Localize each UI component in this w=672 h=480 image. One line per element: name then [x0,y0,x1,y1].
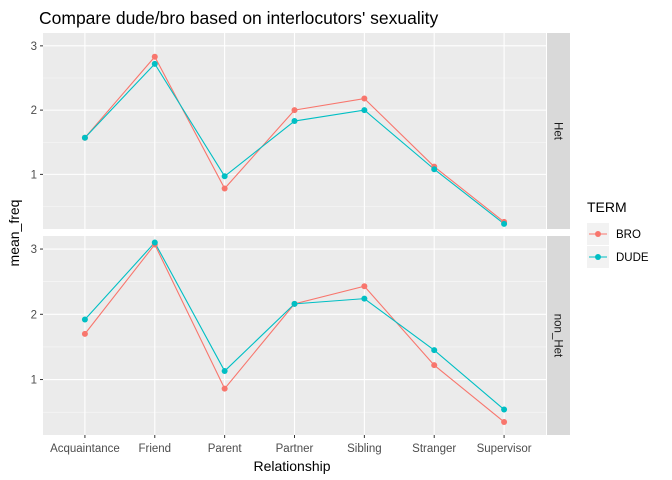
data-point-bro [81,330,88,337]
x-tick-label: Partner [276,443,314,455]
data-point-bro [361,95,368,102]
y-tick-label: 1 [31,375,37,387]
facet-strip-label: Het [552,122,564,141]
x-tick-label: Sibling [347,443,382,455]
x-tick-label: Parent [208,443,243,455]
data-point-dude [151,60,158,67]
data-point-bro [291,107,298,114]
x-tick-label: Stranger [412,443,456,455]
x-tick-label: Supervisor [477,443,532,455]
data-point-bro [431,362,438,369]
chart-title: Compare dude/bro based on interlocutors'… [39,8,439,28]
data-point-bro [221,185,228,192]
legend-key-point-bro [595,231,601,237]
facet-strip [547,236,570,435]
facet-panel-het: 1 2 3 Het [31,33,570,229]
data-point-dude [81,134,88,141]
facet-strip [547,33,570,229]
data-point-dude [431,347,438,354]
legend-keys: BRO DUDE [587,223,649,268]
data-point-dude [81,316,88,323]
data-point-dude [431,166,438,173]
legend-title: TERM [587,199,627,215]
y-tick-label: 3 [31,244,37,256]
x-tick-label: Acquaintance [50,443,120,455]
y-tick-label: 1 [31,169,37,181]
data-point-dude [501,406,508,413]
legend-entry-label-dude: DUDE [616,252,649,264]
data-point-dude [361,295,368,302]
data-point-dude [221,368,228,375]
data-point-dude [151,239,158,246]
facets: 1 2 3 Het 1 2 3 non_Het [31,33,570,435]
data-point-bro [221,385,228,392]
data-point-dude [221,173,228,180]
data-point-bro [151,53,158,60]
data-point-dude [361,107,368,114]
legend: TERM BRO DUDE [587,199,649,268]
data-point-bro [501,418,508,425]
data-point-bro [361,283,368,290]
data-point-dude [291,118,298,125]
y-tick-label: 2 [31,309,37,321]
legend-key-point-dude [595,254,601,260]
x-tick-label: Friend [138,443,171,455]
y-tick-label: 2 [31,105,37,117]
facet-strip-label: non_Het [552,314,564,358]
legend-entry-label-bro: BRO [616,229,641,241]
y-tick-label: 3 [31,41,37,53]
y-axis-label: mean_freq [6,200,22,267]
data-point-dude [501,220,508,227]
x-axis-label: Relationship [253,458,330,474]
data-point-dude [291,300,298,307]
x-tick-labels: Acquaintance Friend Parent Partner Sibling St… [50,435,532,455]
facet-panel-non-het: 1 2 3 non_Het [31,236,570,435]
